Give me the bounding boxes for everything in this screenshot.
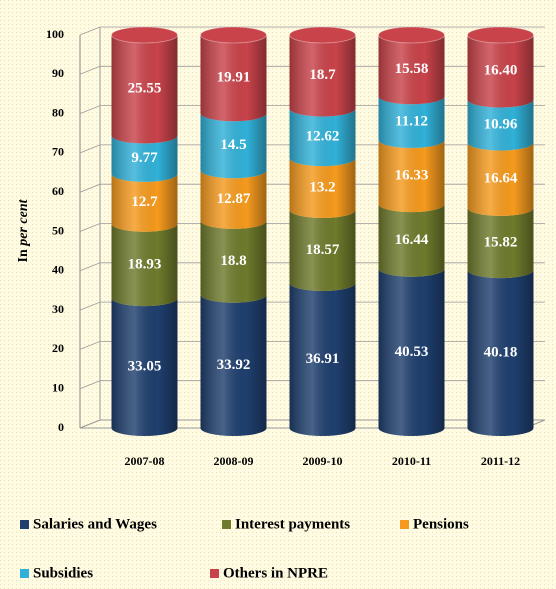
value-label: 15.58 (395, 61, 429, 77)
value-label: 18.57 (306, 242, 340, 258)
bar-shade (467, 207, 534, 279)
value-label: 12.62 (306, 129, 340, 145)
value-label: 40.53 (395, 344, 429, 360)
value-label: 10.96 (484, 116, 518, 132)
value-label: 16.40 (484, 63, 518, 79)
bar-shade (378, 268, 445, 436)
value-label: 33.05 (128, 358, 162, 374)
x-tick-label: 2008-09 (214, 454, 254, 468)
bar-shade (378, 35, 445, 105)
legend-label: Salaries and Wages (33, 516, 157, 532)
y-tick-label: 70 (52, 145, 64, 159)
bar-top (289, 26, 356, 44)
y-tick-label: 80 (52, 105, 64, 119)
bar-shade (378, 96, 445, 148)
value-label: 11.12 (395, 114, 428, 130)
bar-shade (200, 294, 267, 436)
value-label: 18.7 (309, 67, 336, 83)
value-label: 33.92 (217, 357, 251, 373)
bar-shade (200, 35, 267, 122)
bar-shade (289, 35, 356, 117)
bar-shade (200, 220, 267, 303)
bar-shade (289, 158, 356, 218)
bar-top (467, 26, 534, 44)
y-tick-label: 30 (52, 302, 64, 316)
value-label: 15.82 (484, 234, 518, 250)
bar-shade (467, 99, 534, 151)
legend-swatch (210, 569, 219, 578)
bar-shade (378, 204, 445, 277)
legend-swatch (400, 520, 409, 529)
value-label: 16.33 (395, 167, 429, 183)
bar-top (378, 26, 445, 44)
bar-top (200, 26, 267, 44)
x-tick-label: 2009-10 (303, 454, 343, 468)
legend-label: Pensions (413, 516, 469, 532)
legend-swatch (20, 520, 29, 529)
value-label: 14.5 (220, 137, 246, 153)
bar-shade (111, 35, 178, 144)
value-label: 25.55 (128, 81, 162, 97)
bar-top (111, 26, 178, 44)
bar-shade (111, 223, 178, 307)
x-tick-label: 2010-11 (392, 454, 431, 468)
bar-shade (111, 135, 178, 182)
bar-shade (200, 170, 267, 229)
bar-shade (378, 139, 445, 213)
y-tick-label: 40 (52, 263, 64, 277)
y-tick-label: 0 (58, 420, 64, 434)
y-tick-label: 10 (52, 380, 64, 394)
value-label: 12.7 (131, 194, 158, 210)
legend-swatch (222, 520, 231, 529)
y-tick-label: 20 (52, 341, 64, 355)
value-label: 18.8 (220, 253, 246, 269)
x-tick-label: 2007-08 (125, 454, 165, 468)
value-label: 9.77 (131, 150, 158, 166)
y-axis-label: In per cent (16, 198, 31, 262)
value-label: 12.87 (217, 191, 251, 207)
value-label: 36.91 (306, 351, 340, 367)
value-label: 19.91 (217, 70, 251, 86)
value-label: 40.18 (484, 344, 518, 360)
value-label: 16.64 (484, 171, 518, 187)
y-tick-label: 100 (46, 27, 64, 41)
legend-swatch (20, 569, 29, 578)
bar-shade (111, 173, 178, 232)
value-label: 18.93 (128, 256, 162, 272)
x-tick-label: 2011-12 (481, 454, 520, 468)
bar-shade (289, 108, 356, 167)
bar-shade (467, 35, 534, 108)
legend-label: Others in NPRE (223, 565, 328, 581)
bar-shade (467, 270, 534, 436)
value-label: 13.2 (309, 179, 335, 195)
bar-shade (200, 113, 267, 179)
y-tick-label: 50 (52, 223, 64, 237)
legend-label: Interest payments (235, 516, 350, 532)
bar-shade (289, 282, 356, 436)
grid-line (79, 26, 545, 36)
y-tick-label: 90 (52, 66, 64, 80)
bar-shade (467, 142, 534, 216)
bar-shade (289, 209, 356, 291)
y-tick-label: 60 (52, 184, 64, 198)
value-label: 16.44 (395, 232, 429, 248)
bar-shade (111, 298, 178, 436)
legend-label: Subsidies (33, 565, 93, 581)
